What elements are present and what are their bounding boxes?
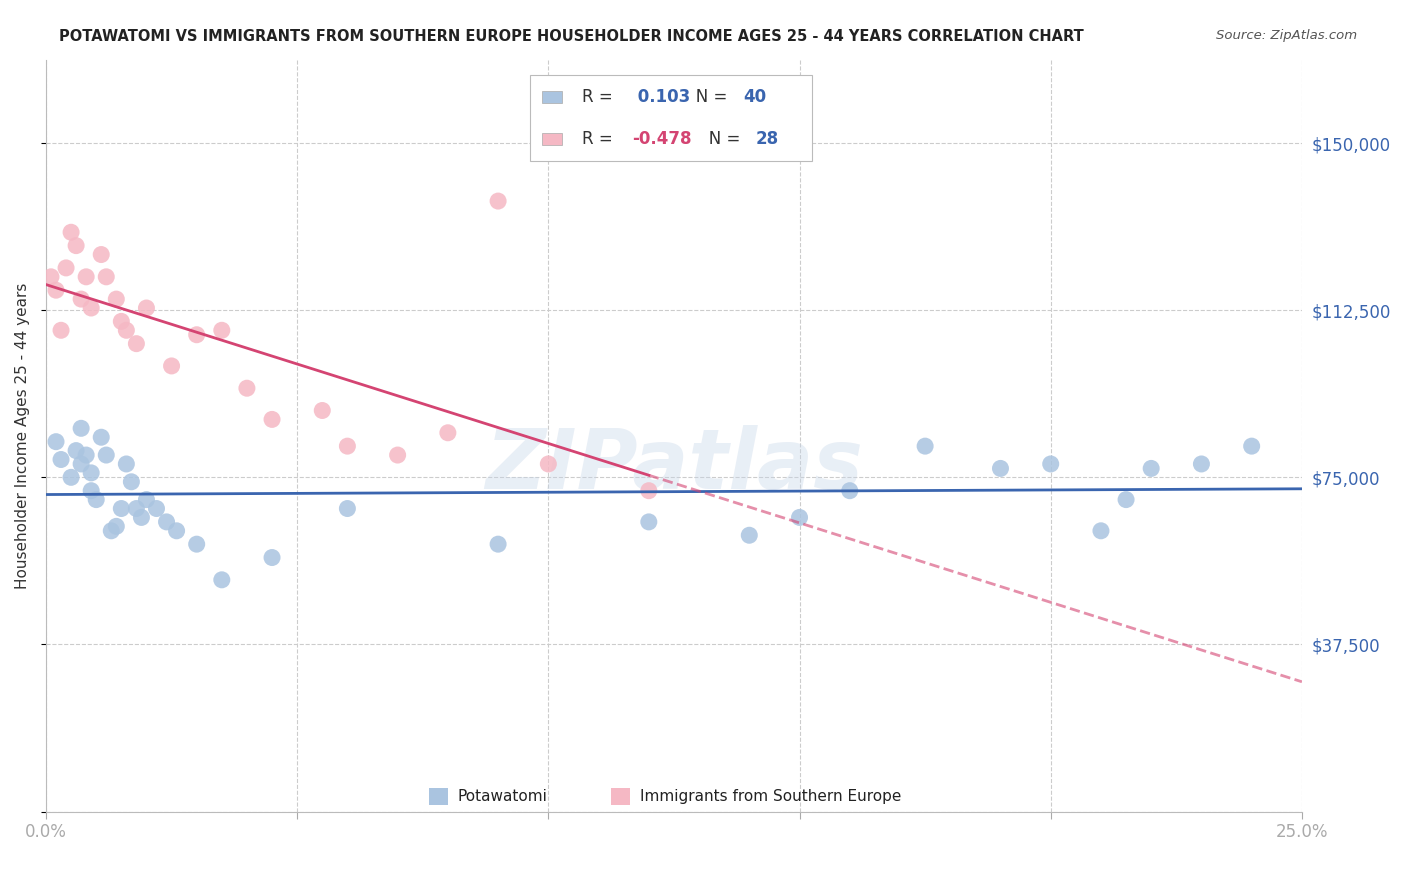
Point: [211, 323, 233, 337]
Point: [260, 550, 283, 565]
Point: [211, 573, 233, 587]
Point: [131, 510, 153, 524]
Point: [236, 381, 259, 395]
Point: [65, 443, 87, 458]
Point: [1240, 439, 1263, 453]
Point: [80, 466, 103, 480]
Point: [90, 247, 112, 261]
Point: [838, 483, 860, 498]
Point: [1090, 524, 1112, 538]
Point: [115, 323, 138, 337]
Point: [186, 327, 208, 342]
Point: [96, 269, 118, 284]
Point: [84, 492, 107, 507]
Text: N =: N =: [681, 88, 733, 106]
Point: [155, 515, 177, 529]
Text: ZIPatlas: ZIPatlas: [485, 425, 863, 506]
Point: [45, 434, 67, 449]
Point: [914, 439, 936, 453]
Point: [110, 314, 132, 328]
Point: [1115, 492, 1137, 507]
Point: [486, 194, 509, 208]
Text: R =: R =: [582, 129, 619, 147]
Text: N =: N =: [693, 129, 745, 147]
Text: -0.478: -0.478: [633, 129, 692, 147]
Text: Immigrants from Southern Europe: Immigrants from Southern Europe: [640, 789, 901, 804]
Point: [55, 260, 77, 275]
Point: [100, 524, 122, 538]
Point: [75, 448, 97, 462]
Point: [96, 448, 118, 462]
Point: [39, 269, 62, 284]
Point: [336, 439, 359, 453]
Text: POTAWATOMI VS IMMIGRANTS FROM SOUTHERN EUROPE HOUSEHOLDER INCOME AGES 25 - 44 YE: POTAWATOMI VS IMMIGRANTS FROM SOUTHERN E…: [59, 29, 1084, 44]
Point: [60, 225, 83, 239]
Point: [80, 483, 103, 498]
FancyBboxPatch shape: [530, 75, 813, 161]
Point: [166, 524, 188, 538]
FancyBboxPatch shape: [543, 133, 562, 145]
Text: 0.103: 0.103: [633, 88, 690, 106]
Point: [110, 501, 132, 516]
FancyBboxPatch shape: [543, 91, 562, 103]
FancyBboxPatch shape: [612, 789, 630, 805]
Point: [75, 269, 97, 284]
Point: [65, 238, 87, 252]
Point: [120, 475, 142, 489]
Point: [49, 323, 72, 337]
Point: [1140, 461, 1163, 475]
Point: [125, 501, 148, 516]
Point: [70, 421, 93, 435]
Point: [311, 403, 333, 417]
Point: [260, 412, 283, 426]
Point: [537, 457, 560, 471]
Point: [80, 301, 103, 315]
Point: [990, 461, 1012, 475]
Point: [105, 292, 128, 306]
Point: [637, 483, 659, 498]
Point: [387, 448, 409, 462]
Point: [160, 359, 183, 373]
Point: [186, 537, 208, 551]
Point: [486, 537, 509, 551]
Text: R =: R =: [582, 88, 619, 106]
Point: [125, 336, 148, 351]
Text: 40: 40: [742, 88, 766, 106]
FancyBboxPatch shape: [429, 789, 449, 805]
Point: [135, 492, 157, 507]
Point: [45, 283, 67, 297]
Point: [105, 519, 128, 533]
Point: [1039, 457, 1062, 471]
Point: [135, 301, 157, 315]
Point: [70, 292, 93, 306]
Text: Potawatomi: Potawatomi: [458, 789, 548, 804]
Text: Source: ZipAtlas.com: Source: ZipAtlas.com: [1216, 29, 1357, 42]
Point: [60, 470, 83, 484]
Point: [70, 457, 93, 471]
Point: [145, 501, 167, 516]
Point: [49, 452, 72, 467]
Point: [115, 457, 138, 471]
Point: [789, 510, 811, 524]
Point: [90, 430, 112, 444]
Point: [437, 425, 460, 440]
Point: [738, 528, 761, 542]
Text: 28: 28: [755, 129, 779, 147]
Point: [1191, 457, 1213, 471]
Point: [637, 515, 659, 529]
Y-axis label: Householder Income Ages 25 - 44 years: Householder Income Ages 25 - 44 years: [15, 283, 30, 589]
Point: [336, 501, 359, 516]
